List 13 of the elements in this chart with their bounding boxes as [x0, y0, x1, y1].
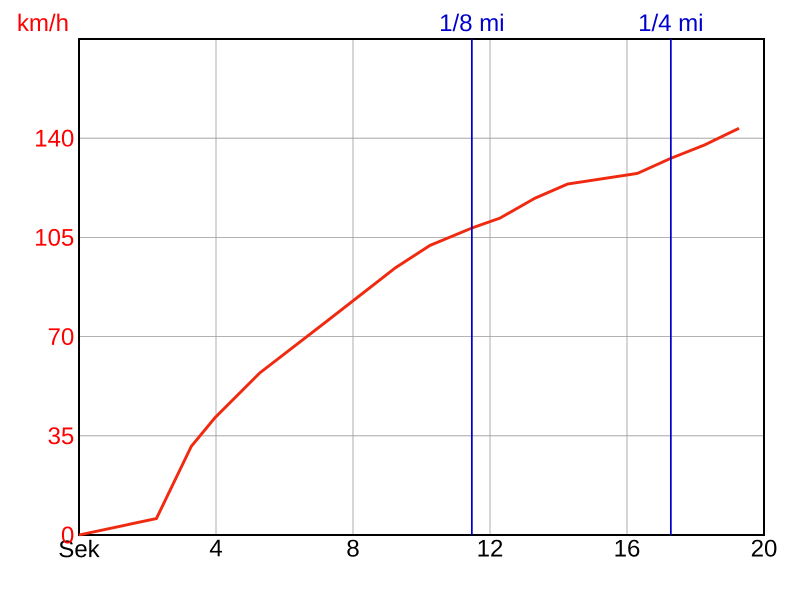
x-tick-label: 8 [347, 540, 359, 557]
x-tick-label: 12 [478, 540, 502, 556]
y-tick-label: 140 [36, 130, 74, 147]
y-tick-label: 105 [36, 228, 74, 246]
y-tick-label: 35 [48, 427, 74, 444]
x-tick-label: 16 [615, 540, 640, 557]
line-series [78, 126, 740, 536]
y-tick-label: 70 [48, 328, 74, 346]
y-axis-title: km/h [18, 14, 68, 32]
ref-line-label: 1/4 mi [640, 14, 702, 32]
x-tick-label: 20 [752, 540, 776, 557]
ref-line-label: 1/8 mi [440, 14, 503, 32]
x-tick-label: 4 [210, 540, 222, 556]
